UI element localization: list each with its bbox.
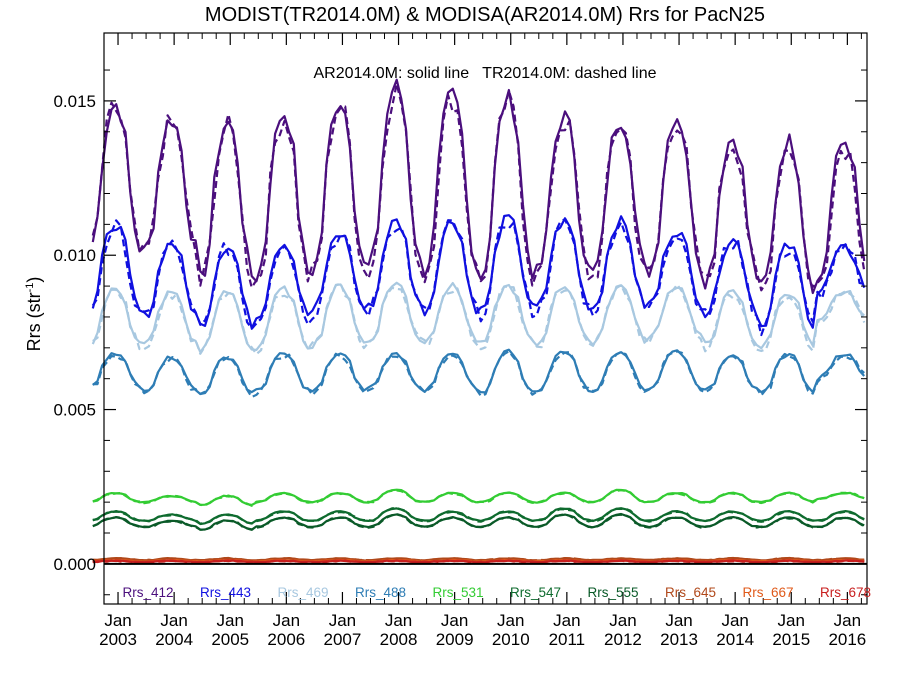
x-tick-month-label: Jan — [160, 611, 187, 630]
legend-entry-Rrs_531: Rrs_531 — [432, 585, 483, 600]
x-tick-month-label: Jan — [273, 611, 300, 630]
x-tick-year-label: 2015 — [772, 630, 810, 649]
series-Rrs_678-solid-line — [92, 559, 865, 564]
legend-entry-Rrs_555: Rrs_555 — [587, 585, 638, 600]
y-tick-label: 0.005 — [53, 401, 96, 420]
x-tick-year-label: 2010 — [492, 630, 530, 649]
plot-area — [91, 78, 866, 564]
x-tick-month-label: Jan — [104, 611, 131, 630]
series-Rrs_469-dashed-line — [92, 282, 866, 356]
series-Rrs_469-solid-line — [91, 281, 865, 354]
legend-entry-Rrs_488: Rrs_488 — [355, 585, 406, 600]
y-tick-label: 0.010 — [53, 246, 96, 265]
x-tick-year-label: 2008 — [380, 630, 418, 649]
series-Rrs_443-dashed-line — [91, 218, 865, 337]
x-tick-year-label: 2009 — [436, 630, 474, 649]
y-axis-label-close: ) — [24, 277, 44, 283]
x-tick-month-label: Jan — [497, 611, 524, 630]
legend-entry-Rrs_469: Rrs_469 — [277, 585, 328, 600]
y-axis-label-sup: -1 — [24, 283, 36, 293]
legend-entry-Rrs_412: Rrs_412 — [122, 585, 173, 600]
y-axis-label: Rrs (str-1) — [24, 277, 44, 352]
x-tick-month-label: Jan — [834, 611, 861, 630]
y-tick-label: 0.000 — [53, 555, 96, 574]
x-tick-year-label: 2011 — [549, 630, 586, 649]
series-Rrs_531-solid-line — [92, 488, 865, 507]
x-tick-month-label: Jan — [385, 611, 412, 630]
legend: Rrs_412 Rrs_443 Rrs_469 Rrs_488 Rrs_531 Rrs_5… — [122, 585, 871, 600]
x-tick-month-label: Jan — [441, 611, 468, 630]
x-tick-year-label: 2014 — [716, 630, 754, 649]
x-tick-month-label: Jan — [609, 611, 636, 630]
x-tick-year-label: 2006 — [267, 630, 305, 649]
series-Rrs_443-solid-line — [91, 214, 866, 330]
series-Rrs_412-solid-line — [91, 78, 866, 295]
x-tick-year-label: 2013 — [660, 630, 698, 649]
x-tick-month-label: Jan — [553, 611, 580, 630]
legend-entry-Rrs_667: Rrs_667 — [742, 585, 793, 600]
plot-frame — [103, 32, 868, 605]
chart-title: MODIST(TR2014.0M) & MODISA(AR2014.0M) Rr… — [205, 4, 765, 26]
legend-entry-Rrs_678: Rrs_678 — [820, 585, 871, 600]
y-tick-label: 0.015 — [53, 92, 96, 111]
legend-entry-Rrs_547: Rrs_547 — [510, 585, 561, 600]
x-tick-year-label: 2007 — [324, 630, 362, 649]
series-Rrs_488-solid-line — [92, 348, 866, 396]
line-style-annotation: AR2014.0M: solid line TR2014.0M: dashed … — [313, 65, 656, 82]
x-tick-year-label: 2003 — [99, 630, 137, 649]
x-tick-month-label: Jan — [665, 611, 692, 630]
x-tick-month-label: Jan — [217, 611, 244, 630]
x-tick-month-label: Jan — [329, 611, 356, 630]
series-Rrs_555-solid-line — [92, 512, 865, 531]
series-Rrs_488-dashed-line — [92, 350, 865, 399]
legend-entry-Rrs_645: Rrs_645 — [665, 585, 716, 600]
x-tick-month-label: Jan — [721, 611, 748, 630]
series-Rrs_645-solid-line — [92, 556, 865, 562]
x-tick-year-label: 2004 — [155, 630, 193, 649]
axes: 0.0000.0050.0100.015Jan2003Jan2004Jan200… — [53, 32, 868, 649]
x-tick-month-label: Jan — [778, 611, 805, 630]
x-tick-year-label: 2012 — [604, 630, 642, 649]
x-tick-year-label: 2016 — [828, 630, 866, 649]
y-axis-label-main: Rrs (str — [24, 292, 44, 351]
series-Rrs_547-solid-line — [92, 507, 865, 526]
x-tick-year-label: 2005 — [211, 630, 249, 649]
legend-entry-Rrs_443: Rrs_443 — [200, 585, 251, 600]
